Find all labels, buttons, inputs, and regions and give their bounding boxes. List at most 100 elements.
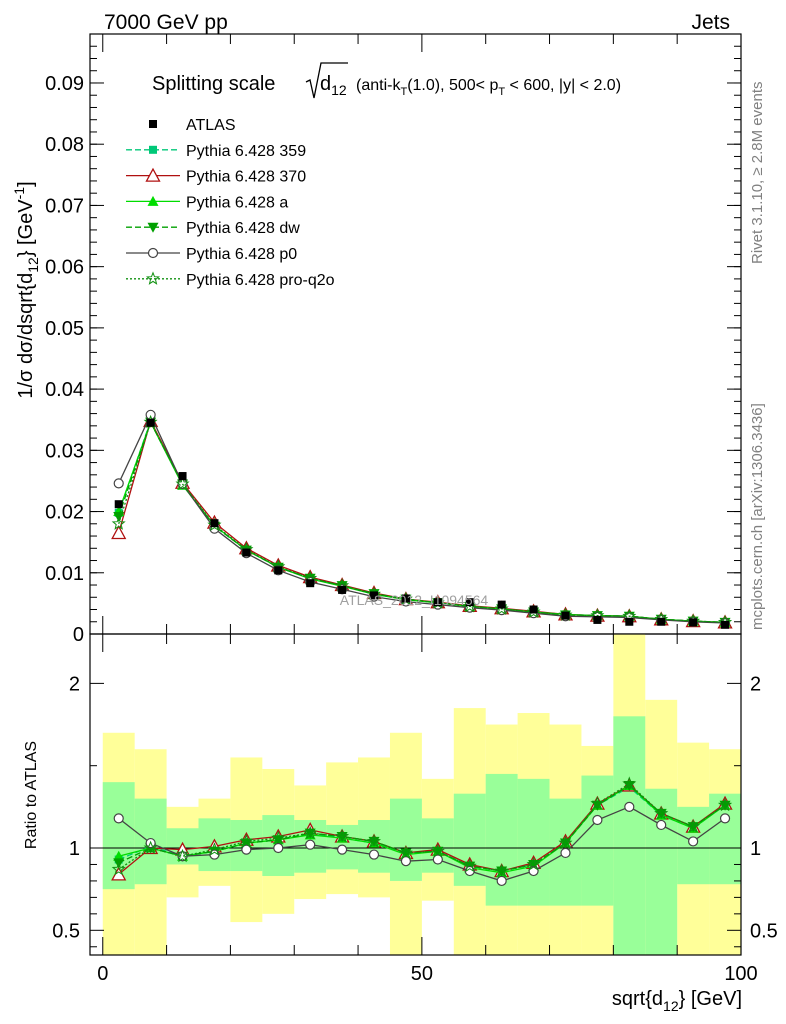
legend-entry: Pythia 6.428 370 bbox=[126, 167, 306, 186]
stat-band bbox=[581, 775, 614, 906]
ratio-series-point bbox=[656, 819, 667, 831]
y-tick-label: 0.07 bbox=[45, 195, 84, 217]
ratio-series-point bbox=[271, 830, 286, 845]
ratio-series-point bbox=[526, 857, 541, 871]
data-point bbox=[242, 548, 251, 557]
main-series-point bbox=[494, 601, 509, 615]
ratio-series-point bbox=[113, 850, 125, 861]
ratio-series-point bbox=[654, 806, 669, 820]
ratio-y-tick-label-right: 1 bbox=[750, 838, 761, 860]
ratio-frame bbox=[89, 633, 742, 956]
x-axis-label: sqrt{d12} [GeV] bbox=[612, 988, 742, 1014]
x-tick-label: 50 bbox=[411, 963, 433, 985]
legend-label: Pythia 6.428 a bbox=[186, 194, 288, 211]
ratio-y-tick-label: 0.5 bbox=[52, 920, 80, 942]
legend-label: ATLAS bbox=[186, 117, 236, 134]
legend-marker bbox=[149, 145, 157, 154]
ratio-series-point bbox=[719, 813, 731, 824]
ratio-series-point bbox=[303, 825, 318, 840]
main-series-line bbox=[118, 413, 726, 624]
ratio-series-point bbox=[335, 829, 350, 843]
plot-title: Splitting scale d12 (anti-kT(1.0), 500< … bbox=[152, 62, 621, 99]
y-tick-label: 0.08 bbox=[45, 134, 84, 156]
ratio-series-point bbox=[592, 814, 603, 826]
y-tick-label: 0.05 bbox=[45, 318, 84, 340]
svg-text:d12: d12 bbox=[320, 73, 347, 98]
legend-entry: Pythia 6.428 dw bbox=[126, 220, 300, 237]
data-point bbox=[210, 519, 219, 528]
data-point bbox=[433, 598, 442, 607]
ratio-series-point bbox=[624, 801, 635, 812]
legend-entry: Pythia 6.428 p0 bbox=[126, 246, 297, 263]
analysis-watermark: ATLAS_2012_I1094564 bbox=[340, 592, 489, 608]
ratio-series-point bbox=[622, 776, 637, 790]
legend-marker bbox=[146, 271, 160, 285]
ratio-series-point bbox=[367, 834, 381, 848]
main-series-point bbox=[113, 478, 124, 489]
ratio-series-point bbox=[432, 854, 443, 865]
main-panel: ATLAS_2012_I1094564 0 0.01 0.02 0.03 0.04 0.0… bbox=[11, 33, 742, 646]
ratio-series-point bbox=[241, 844, 252, 855]
legend-marker bbox=[147, 222, 159, 233]
ratio-series-point bbox=[688, 836, 699, 847]
data-point bbox=[370, 591, 379, 600]
y-tick-label: 0.06 bbox=[45, 257, 84, 279]
svg-text:(anti-kT(1.0), 500< pT < 600,: (anti-kT(1.0), 500< pT < 600, |y| < 2.0) bbox=[356, 77, 621, 98]
ratio-series-line bbox=[118, 806, 726, 882]
ratio-axes: 0.5 0.5 1 1 2 2 0 50 100 bbox=[52, 634, 778, 985]
data-point bbox=[689, 618, 698, 627]
data-point bbox=[561, 611, 570, 620]
sqrt-symbol bbox=[305, 62, 348, 99]
data-point bbox=[306, 579, 315, 588]
stat-band bbox=[613, 716, 646, 955]
ratio-series-point bbox=[686, 819, 701, 833]
ratio-y-tick-label: 1 bbox=[69, 838, 80, 860]
data-point bbox=[497, 600, 506, 609]
main-series-point bbox=[175, 476, 190, 491]
main-series-point bbox=[111, 516, 126, 530]
y-tick-label: 0 bbox=[73, 624, 84, 646]
ratio-series-point bbox=[305, 839, 316, 850]
ratio-series-point bbox=[464, 865, 475, 877]
y-tick-label: 0.02 bbox=[45, 502, 84, 524]
main-series-point bbox=[462, 599, 477, 613]
ratio-series-point bbox=[717, 797, 733, 812]
stat-band bbox=[517, 778, 550, 906]
main-plot-area bbox=[111, 409, 733, 629]
ratio-y-tick-label: 2 bbox=[69, 673, 80, 695]
data-point bbox=[146, 418, 155, 427]
ratio-series-point bbox=[400, 856, 412, 867]
legend-marker bbox=[149, 120, 157, 128]
y-tick-label: 0.03 bbox=[45, 440, 84, 462]
ratio-series-line bbox=[118, 786, 726, 872]
main-axes: 0 0.01 0.02 0.03 0.04 0.05 0.06 0.07 0.08 0.09 bbox=[45, 34, 742, 646]
legend-label: Pythia 6.428 359 bbox=[186, 143, 306, 160]
main-series-point bbox=[111, 525, 127, 540]
ratio-series-point bbox=[143, 840, 158, 855]
ratio-y-tick-label-right: 2 bbox=[750, 673, 761, 695]
ratio-series-point bbox=[496, 875, 507, 887]
ratio-series-point bbox=[590, 796, 605, 810]
x-tick-label: 0 bbox=[97, 963, 108, 985]
rivet-label: Rivet 3.1.10, ≥ 2.8M events bbox=[749, 82, 766, 265]
data-point bbox=[274, 566, 283, 575]
ratio-series-point bbox=[239, 834, 254, 848]
legend-label: Pythia 6.428 370 bbox=[186, 169, 306, 186]
mcplots-label: mcplots.cern.ch [arXiv:1306.3436] bbox=[749, 403, 766, 630]
main-y-axis-label: 1/σ dσ/dsqrt{d12} [GeV-1] bbox=[11, 181, 41, 398]
x-tick-label: 100 bbox=[724, 963, 757, 985]
ratio-y-axis-label: Ratio to ATLAS bbox=[23, 741, 40, 849]
ratio-series-point bbox=[337, 844, 348, 855]
ratio-series-point bbox=[430, 843, 445, 858]
process-label: Jets bbox=[691, 11, 730, 34]
energy-label: 7000 GeV pp bbox=[104, 11, 228, 34]
main-series-point bbox=[526, 604, 541, 618]
ratio-series-point bbox=[398, 845, 413, 859]
data-point bbox=[529, 605, 538, 614]
legend-label: Pythia 6.428 pro-q2o bbox=[186, 272, 335, 289]
legend-marker bbox=[147, 247, 159, 259]
svg-text:Splitting scale: Splitting scale bbox=[152, 73, 275, 95]
main-series-point bbox=[207, 517, 222, 532]
legend-entry: ATLAS bbox=[149, 117, 236, 134]
y-tick-label: 0.09 bbox=[45, 73, 84, 95]
